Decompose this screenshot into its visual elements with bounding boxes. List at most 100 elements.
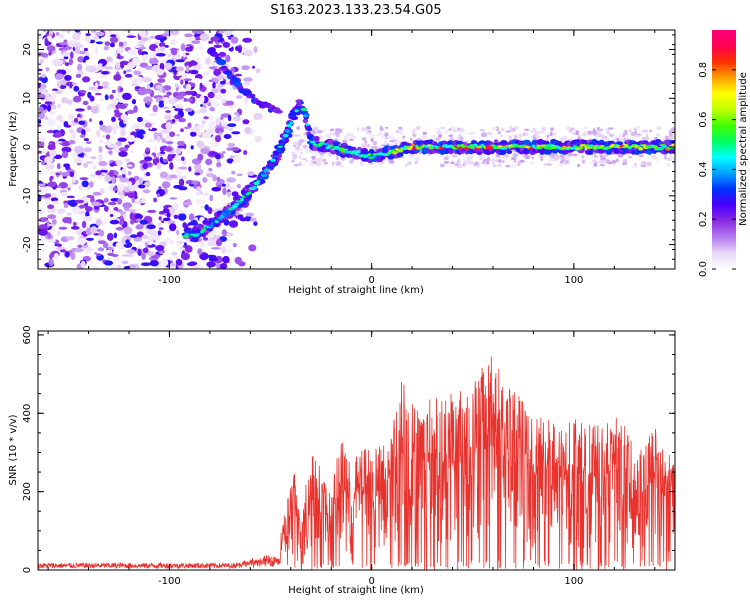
heatmap-cell — [113, 207, 119, 211]
heatmap-cell — [138, 177, 144, 185]
heatmap-cell — [78, 120, 86, 126]
heatmap-cell — [229, 155, 235, 159]
heatmap-cell — [46, 45, 56, 52]
heatmap-cell — [333, 141, 341, 146]
heatmap-cell — [47, 232, 52, 239]
heatmap-cell — [98, 160, 108, 167]
heatmap-cell — [64, 251, 70, 258]
x-tick-label: -100 — [158, 576, 181, 587]
heatmap-cell — [76, 63, 83, 72]
heatmap-cell — [115, 103, 120, 110]
heatmap-cell — [343, 148, 348, 151]
heatmap-cell — [330, 148, 336, 151]
heatmap-cell — [559, 136, 566, 142]
heatmap-cell — [177, 145, 185, 149]
spectrogram-y-ticks: -20 -10 0 10 20 — [22, 34, 675, 270]
heatmap-cell — [145, 65, 153, 70]
heatmap-cell — [178, 213, 187, 221]
heatmap-cell — [184, 107, 193, 112]
heatmap-cell — [572, 153, 578, 157]
heatmap-cell — [274, 153, 279, 156]
heatmap-cell — [324, 162, 329, 165]
heatmap-cell — [501, 160, 505, 163]
heatmap-cell — [512, 152, 519, 158]
heatmap-cell — [153, 145, 158, 151]
heatmap-cell — [494, 158, 499, 161]
heatmap-cell — [463, 159, 470, 163]
x-tick-label: 100 — [564, 275, 583, 286]
heatmap-cell — [117, 52, 121, 59]
heatmap-cell — [104, 174, 112, 182]
heatmap-cell — [170, 239, 175, 245]
heatmap-cell — [153, 234, 161, 242]
heatmap-cell — [199, 252, 209, 261]
colorbar-tick-label: 0.8 — [698, 62, 709, 78]
heatmap-cell — [197, 124, 201, 131]
heatmap-cell — [348, 159, 354, 164]
x-tick-label: -100 — [158, 275, 181, 286]
heatmap-cell — [179, 179, 184, 187]
heatmap-cell — [74, 46, 81, 54]
heatmap-cell — [554, 155, 560, 161]
heatmap-cell — [78, 184, 83, 191]
heatmap-cell — [379, 125, 383, 130]
heatmap-cell — [582, 159, 585, 164]
heatmap-cell — [127, 208, 137, 213]
heatmap-cell — [155, 84, 163, 90]
heatmap-cell — [656, 126, 662, 130]
heatmap-cell — [224, 249, 234, 253]
heatmap-cell — [401, 148, 407, 151]
heatmap-cell — [56, 163, 61, 170]
heatmap-cell — [467, 160, 474, 166]
heatmap-cell — [606, 161, 613, 165]
heatmap-cell — [156, 162, 162, 170]
heatmap-cell — [182, 222, 187, 229]
heatmap-cell — [83, 162, 88, 168]
heatmap-cell — [211, 87, 219, 94]
heatmap-cell — [385, 126, 389, 129]
heatmap-cell — [126, 249, 136, 254]
heatmap-cell — [48, 50, 52, 56]
heatmap-cell — [628, 128, 633, 133]
heatmap-cell — [114, 66, 122, 71]
heatmap-cell — [196, 140, 205, 148]
heatmap-cell — [145, 171, 151, 177]
heatmap-cell — [289, 121, 294, 125]
heatmap-cell — [643, 137, 650, 141]
heatmap-cell — [83, 55, 90, 61]
heatmap-cell — [530, 129, 535, 133]
heatmap-cell — [158, 216, 162, 221]
heatmap-cell — [202, 131, 212, 139]
heatmap-cell — [354, 153, 359, 156]
heatmap-cell — [314, 136, 320, 142]
heatmap-cell — [57, 124, 62, 131]
heatmap-cell — [388, 160, 395, 164]
heatmap-cell — [38, 186, 48, 194]
heatmap-cell — [127, 181, 133, 186]
heatmap-cell — [39, 217, 48, 223]
heatmap-cell — [305, 123, 310, 126]
heatmap-cell — [298, 139, 305, 144]
heatmap-cell — [581, 155, 585, 159]
heatmap-cell — [119, 177, 130, 183]
heatmap-cell — [203, 71, 210, 76]
heatmap-cell — [638, 147, 643, 151]
heatmap-cell — [89, 181, 94, 188]
heatmap-cell — [624, 158, 628, 163]
heatmap-cell — [672, 127, 675, 133]
heatmap-cell — [180, 43, 186, 52]
heatmap-cell — [189, 69, 199, 75]
heatmap-cell — [534, 135, 541, 138]
heatmap-cell — [449, 144, 454, 147]
heatmap-cell — [176, 171, 183, 177]
heatmap-cell — [48, 258, 54, 267]
heatmap-cell — [68, 58, 73, 66]
heatmap-cell — [300, 148, 306, 151]
heatmap-cell — [669, 129, 673, 133]
heatmap-cell — [144, 122, 152, 128]
heatmap-cell — [199, 240, 205, 248]
y-tick-label: -20 — [22, 236, 33, 252]
heatmap-cell — [480, 132, 488, 138]
heatmap-cell — [600, 156, 607, 161]
heatmap-cell — [38, 52, 46, 57]
